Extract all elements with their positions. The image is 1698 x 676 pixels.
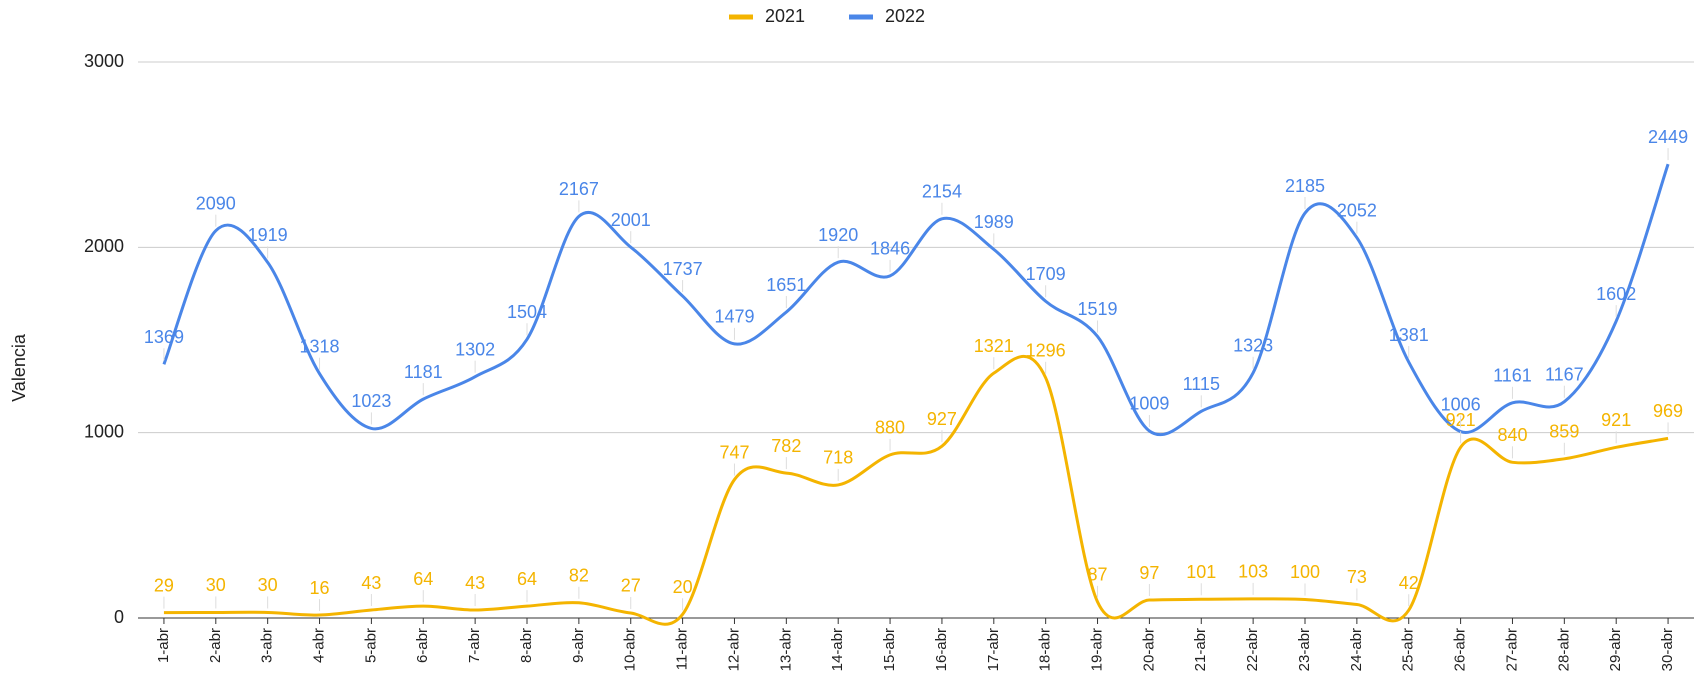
x-tick-label: 9-abr xyxy=(570,628,587,663)
data-label: 43 xyxy=(465,573,485,593)
data-label: 20 xyxy=(673,577,693,597)
data-label: 1167 xyxy=(1545,364,1584,384)
data-label: 1989 xyxy=(974,212,1014,232)
x-tick-label: 11-abr xyxy=(674,628,691,670)
data-label: 1602 xyxy=(1596,284,1636,304)
data-label: 1519 xyxy=(1078,299,1118,319)
x-tick-label: 4-abr xyxy=(311,628,328,663)
x-tick-label: 16-abr xyxy=(933,628,950,671)
data-label: 1321 xyxy=(974,336,1014,356)
data-label: 782 xyxy=(771,436,801,456)
data-label: 718 xyxy=(823,448,853,468)
data-label: 1115 xyxy=(1183,374,1220,394)
legend-label: 2022 xyxy=(885,6,925,26)
x-tick-label: 2-abr xyxy=(207,628,224,663)
data-label: 101 xyxy=(1186,562,1216,582)
data-label: 927 xyxy=(927,409,957,429)
data-label: 1920 xyxy=(818,225,858,245)
x-tick-label: 24-abr xyxy=(1348,628,1365,671)
x-tick-label: 28-abr xyxy=(1555,628,1572,671)
x-tick-label: 7-abr xyxy=(466,628,483,663)
x-tick-label: 26-abr xyxy=(1452,628,1469,671)
data-label: 87 xyxy=(1088,565,1108,585)
data-label: 969 xyxy=(1653,401,1683,421)
data-label: 1323 xyxy=(1233,336,1273,356)
data-label: 1737 xyxy=(663,259,703,279)
series-line xyxy=(163,354,1669,626)
data-label: 1846 xyxy=(870,239,910,259)
data-label: 1318 xyxy=(300,336,340,356)
data-label: 1709 xyxy=(1026,264,1066,284)
data-label: 1009 xyxy=(1129,394,1169,414)
y-tick-label: 0 xyxy=(114,607,124,627)
data-label: 1369 xyxy=(144,327,184,347)
data-label: 840 xyxy=(1497,425,1527,445)
x-tick-label: 30-abr xyxy=(1659,628,1676,671)
y-tick-label: 2000 xyxy=(84,236,124,256)
data-label: 43 xyxy=(361,573,381,593)
data-label: 1504 xyxy=(507,302,547,322)
data-label: 1296 xyxy=(1026,341,1066,361)
data-label: 859 xyxy=(1549,422,1579,442)
data-label: 921 xyxy=(1601,410,1631,430)
x-tick-label: 12-abr xyxy=(725,628,742,671)
data-label: 1161 xyxy=(1493,366,1532,386)
x-tick-label: 8-abr xyxy=(518,628,535,663)
data-label: 2001 xyxy=(611,210,651,230)
x-tick-label: 15-abr xyxy=(881,628,898,671)
data-label: 2154 xyxy=(922,182,962,202)
data-label: 2167 xyxy=(559,179,599,199)
x-tick-label: 19-abr xyxy=(1089,628,1106,671)
data-label: 30 xyxy=(258,575,278,595)
x-tick-label: 27-abr xyxy=(1503,628,1520,671)
data-label: 1181 xyxy=(404,362,443,382)
data-label: 2090 xyxy=(196,193,236,213)
x-tick-label: 3-abr xyxy=(259,628,276,663)
data-label: 64 xyxy=(517,569,537,589)
data-label: 747 xyxy=(719,442,749,462)
data-label: 73 xyxy=(1347,567,1367,587)
data-label: 2185 xyxy=(1285,176,1325,196)
x-tick-label: 29-abr xyxy=(1607,628,1624,671)
x-tick-label: 10-abr xyxy=(622,628,639,671)
x-tick-label: 14-abr xyxy=(829,628,846,671)
x-tick-label: 25-abr xyxy=(1400,628,1417,671)
data-label: 82 xyxy=(569,566,589,586)
data-label: 1479 xyxy=(714,307,754,327)
data-label: 1302 xyxy=(455,339,495,359)
y-tick-label: 3000 xyxy=(84,51,124,71)
data-label: 1651 xyxy=(766,275,806,295)
data-label: 64 xyxy=(413,569,433,589)
data-label: 100 xyxy=(1290,562,1320,582)
data-label: 30 xyxy=(206,575,226,595)
x-tick-label: 20-abr xyxy=(1140,628,1157,671)
data-label: 1023 xyxy=(351,391,391,411)
data-label: 97 xyxy=(1139,563,1159,583)
data-label: 1006 xyxy=(1441,394,1481,414)
data-label: 42 xyxy=(1399,573,1419,593)
data-label: 27 xyxy=(621,576,641,596)
data-label: 103 xyxy=(1238,562,1268,582)
x-tick-label: 1-abr xyxy=(155,628,172,663)
x-tick-label: 6-abr xyxy=(414,628,431,663)
x-tick-label: 5-abr xyxy=(362,628,379,663)
x-tick-label: 21-abr xyxy=(1192,628,1209,671)
y-tick-label: 1000 xyxy=(84,421,124,441)
data-label: 1381 xyxy=(1389,325,1429,345)
x-tick-label: 13-abr xyxy=(777,628,794,671)
data-label: 29 xyxy=(154,575,174,595)
x-tick-label: 18-abr xyxy=(1037,628,1054,671)
x-tick-label: 22-abr xyxy=(1244,628,1261,671)
legend-label: 2021 xyxy=(765,6,805,26)
data-label: 16 xyxy=(310,578,330,598)
data-label: 880 xyxy=(875,418,905,438)
x-tick-label: 23-abr xyxy=(1296,628,1313,671)
x-tick-label: 17-abr xyxy=(985,628,1002,671)
y-axis-title: Valencia xyxy=(9,333,29,402)
data-label: 1919 xyxy=(248,225,288,245)
series-line xyxy=(162,163,1670,437)
data-label: 2449 xyxy=(1648,127,1688,147)
data-label: 2052 xyxy=(1337,200,1377,220)
